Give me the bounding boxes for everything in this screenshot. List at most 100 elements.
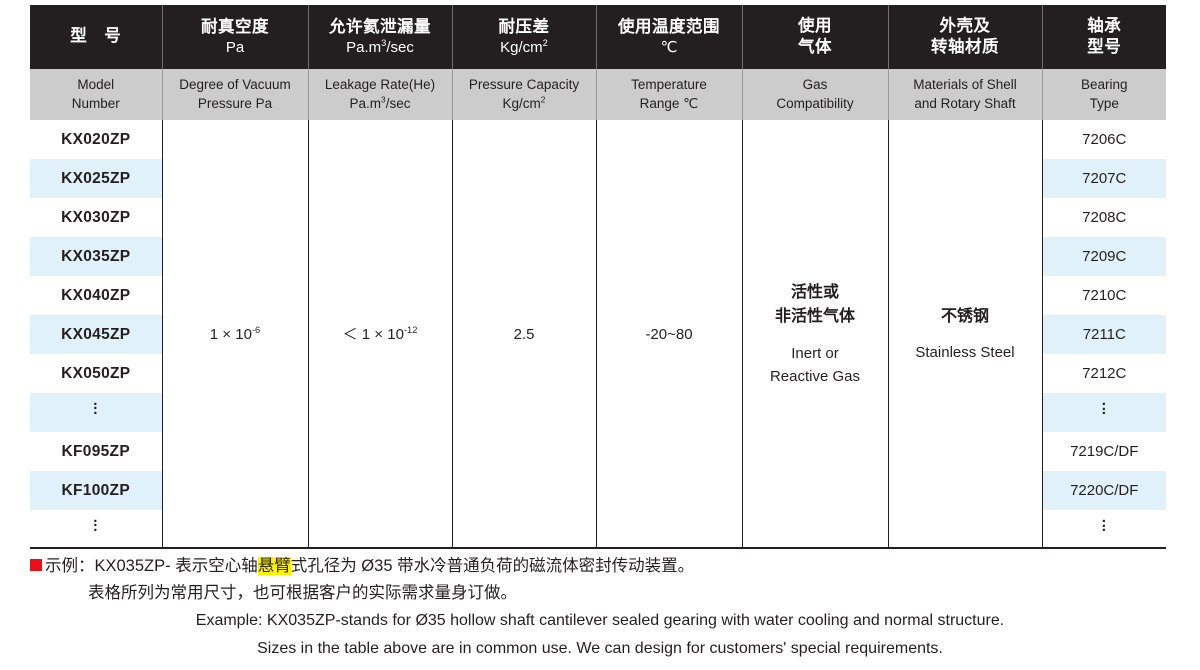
footnote-cn-1a: 示例：KX035ZP- 表示空心轴 [45,557,258,575]
header-cn-bearing-title: 轴承 [1087,16,1122,35]
header-en-model-line1: Model [77,77,115,93]
header-en-leak-line2: Pa.m3/sec [349,94,411,111]
footnote-english-line1: Example: KX035ZP-stands for Ø35 hollow s… [195,612,1005,629]
table-body: KX020ZP 1 × 10-6 ＜ 1 × 10-12 2.5 -20~80 … [30,120,1166,549]
specification-table: 型 号 耐真空度 Pa 允许氦泄漏量 Pa.m3/sec 耐压差 Kg/cm2 [30,5,1166,549]
vertical-ellipsis-icon: · · · [1101,396,1107,422]
header-cn-gas-sub: 气体 [798,38,832,56]
gas-cn-line1: 活性或 [790,284,839,301]
header-cn-material-title: 外壳及 [939,16,991,35]
header-cn-leak-title: 允许氦泄漏量 [329,17,431,36]
footnote-cn-1b: 式孔径为 Ø35 带水冷普通负荷的磁流体密封传动装置。 [290,557,695,575]
table-row: KX020ZP 1 × 10-6 ＜ 1 × 10-12 2.5 -20~80 … [30,120,1166,549]
material-cn: 不锈钢 [940,308,989,326]
footnote-chinese-line2: 表格所列为常用尺寸，也可根据客户的实际需求量身订做。 [88,584,517,602]
header-en-gas-line1: Gas [802,77,828,93]
cell-pressure-merged: 2.5 [452,120,597,549]
header-cn-material: 外壳及 转轴材质 [888,5,1043,69]
header-en-gas: Gas Compatibility [742,69,889,120]
cell-model: KX030ZP [30,198,163,237]
cell-bearing: 7208C [1042,198,1166,237]
material-spacer [889,328,1042,342]
cell-bearing: 7219C/DF [1042,432,1166,471]
header-en-temperature-line2: Range ℃ [639,95,699,111]
cell-gas-merged: 活性或 非活性气体 Inert or Reactive Gas [742,120,889,549]
cell-bearing-ellipsis: · · · [1042,510,1166,549]
header-en-bearing: Bearing Type [1042,69,1166,120]
footnote-english-line2: Sizes in the table above are in common u… [257,640,943,657]
header-cn-pressure-unit: Kg/cm2 [500,37,548,56]
footnote-chinese-line1: 示例：KX035ZP- 表示空心轴悬臂式孔径为 Ø35 带水冷普通负荷的磁流体密… [30,553,1170,580]
table-row: KX025ZP 7207C [30,159,1166,198]
header-cn-temperature-title: 使用温度范围 [618,17,720,36]
cell-model: KX035ZP [30,237,163,276]
header-en-bearing-line2: Type [1089,95,1119,111]
cell-material-merged: 不锈钢 Stainless Steel [888,120,1043,549]
header-cn-leak: 允许氦泄漏量 Pa.m3/sec [308,5,453,69]
cell-bearing-ellipsis: · · · [1042,393,1166,432]
cell-bearing: 7211C [1042,315,1166,354]
vacuum-mantissa: 1 × 10 [209,325,252,343]
table-row: KX035ZP 7209C [30,237,1166,276]
cell-model: KX025ZP [30,159,163,198]
header-cn-temperature-unit: ℃ [660,38,678,56]
table-row: KF100ZP 7220C/DF [30,471,1166,510]
cell-bearing: 7206C [1042,120,1166,159]
footnote-cn-highlight: 悬臂 [257,557,291,575]
header-en-leak: Leakage Rate(He) Pa.m3/sec [308,69,453,120]
cell-bearing: 7209C [1042,237,1166,276]
cell-temperature-merged: -20~80 [596,120,743,549]
cell-bearing: 7207C [1042,159,1166,198]
cell-bearing: 7212C [1042,354,1166,393]
cell-vacuum-merged: 1 × 10-6 [162,120,309,549]
header-en-material: Materials of Shell and Rotary Shaft [888,69,1043,120]
cell-model-ellipsis: · · · [30,393,163,432]
table-row: KX045ZP 7211C [30,315,1166,354]
footnote-english-block: Example: KX035ZP-stands for Ø35 hollow s… [30,607,1170,663]
gas-cn-line2: 非活性气体 [774,308,855,325]
footnotes: 示例：KX035ZP- 表示空心轴悬臂式孔径为 Ø35 带水冷普通负荷的磁流体密… [30,553,1170,663]
cell-model: KX050ZP [30,354,163,393]
header-cn-pressure: 耐压差 Kg/cm2 [452,5,597,69]
gas-en-line1: Inert or [791,345,839,362]
header-en-material-line1: Materials of Shell [913,77,1017,93]
header-en-vacuum: Degree of Vacuum Pressure Pa [162,69,309,120]
table-row: KX030ZP 7208C [30,198,1166,237]
header-en-vacuum-line1: Degree of Vacuum [179,77,291,93]
header-cn-vacuum-unit: Pa [225,38,245,56]
header-cn-gas-title: 使用 [798,16,832,35]
header-cn-gas: 使用 气体 [742,5,889,69]
vertical-ellipsis-icon: · · · [1101,513,1107,539]
header-en-model: Model Number [30,69,163,120]
header-en-pressure-line2: Kg/cm2 [502,94,546,111]
table-bottom-divider [30,547,1166,549]
cell-model: KX040ZP [30,276,163,315]
material-en: Stainless Steel [915,344,1015,362]
header-cn-vacuum-title: 耐真空度 [201,17,269,36]
table-row: · · · · · · [30,510,1166,549]
header-en-bearing-line1: Bearing [1080,77,1128,93]
vertical-ellipsis-icon: · · · [93,395,99,422]
vacuum-exponent: -6 [251,324,261,335]
header-en-temperature: Temperature Range ℃ [596,69,743,120]
table-header-english: Model Number Degree of Vacuum Pressure P… [30,69,1166,120]
cell-model: KX045ZP [30,315,163,354]
gas-en-line2: Reactive Gas [769,367,861,385]
table-header-chinese: 型 号 耐真空度 Pa 允许氦泄漏量 Pa.m3/sec 耐压差 Kg/cm2 [30,5,1166,69]
cell-model: KX020ZP [30,120,163,159]
vertical-ellipsis-icon: · · · [93,512,99,539]
header-en-temperature-line1: Temperature [631,77,707,93]
cell-bearing: 7220C/DF [1042,471,1166,510]
header-cn-model-title: 型 号 [70,27,122,46]
table-row: · · · · · · [30,393,1166,432]
header-en-material-line2: and Rotary Shaft [914,95,1016,111]
red-square-bullet-icon [30,559,42,571]
header-cn-pressure-title: 耐压差 [498,17,550,36]
cell-bearing: 7210C [1042,276,1166,315]
header-cn-vacuum: 耐真空度 Pa [162,5,309,69]
cell-leakage-merged: ＜ 1 × 10-12 [308,120,453,549]
header-en-leak-line1: Leakage Rate(He) [324,77,436,93]
spec-table-container: 型 号 耐真空度 Pa 允许氦泄漏量 Pa.m3/sec 耐压差 Kg/cm2 [30,5,1166,549]
cell-model: KF095ZP [30,432,163,471]
